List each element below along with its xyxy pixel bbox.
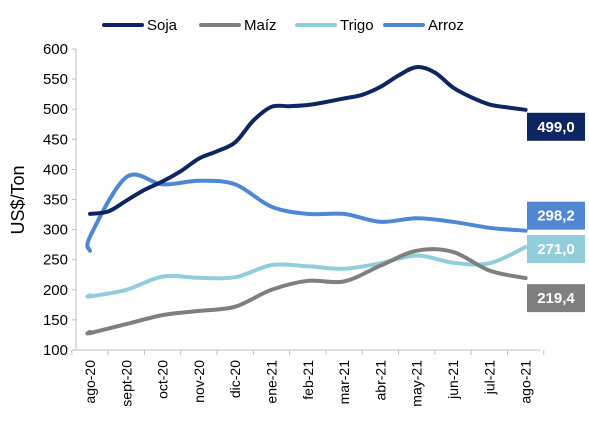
y-tick-label: 500 xyxy=(43,101,68,118)
x-tick-label: jun-21 xyxy=(445,360,461,400)
x-tick-label: ago-20 xyxy=(82,360,98,404)
y-tick-label: 200 xyxy=(43,282,68,299)
series-line-arroz xyxy=(85,172,528,253)
end-label-box xyxy=(527,284,585,313)
y-tick-label: 400 xyxy=(43,161,68,178)
end-label-maíz: 219,4 xyxy=(527,284,585,313)
legend-label: Arroz xyxy=(428,17,464,34)
y-tick-label: 150 xyxy=(43,312,68,329)
end-label-value: 298,2 xyxy=(537,208,575,225)
legend-item: Trigo xyxy=(295,17,374,34)
y-tick-label: 300 xyxy=(43,222,68,239)
legend: Soja Maíz Trigo Arroz xyxy=(102,17,464,34)
end-label-soja: 499,0 xyxy=(527,112,585,141)
end-label-box xyxy=(527,235,585,264)
series-line-trigo xyxy=(85,245,528,299)
y-tick-label: 600 xyxy=(43,41,68,58)
series-line-maíz xyxy=(85,247,528,336)
x-axis: ago-20 sept-20 oct-20 nov-20 dic-20 ene-21 feb… xyxy=(71,349,545,407)
y-tick-label: 550 xyxy=(43,71,68,88)
y-axis-ticks: 100 150 200 250 300 350 400 450 500 550 600 xyxy=(43,41,77,359)
legend-label: Maíz xyxy=(244,17,277,34)
y-tick-label: 250 xyxy=(43,252,68,269)
x-tick-label: abr-21 xyxy=(372,360,388,401)
end-label-arroz: 298,2 xyxy=(527,201,585,230)
end-label-box xyxy=(527,112,585,141)
series-line-soja xyxy=(88,65,528,216)
legend-item: Maíz xyxy=(199,17,277,34)
end-label-value: 271,0 xyxy=(537,241,575,258)
y-tick-label: 450 xyxy=(43,131,68,148)
end-value-labels: 499,0 298,2 271,0 219,4 xyxy=(527,112,585,313)
x-tick-label: oct-20 xyxy=(155,360,171,399)
end-label-box xyxy=(527,201,585,230)
x-tick-label: nov-20 xyxy=(191,360,207,403)
y-tick-label: 350 xyxy=(43,192,68,209)
x-tick-label: ene-21 xyxy=(264,360,280,404)
end-label-value: 499,0 xyxy=(537,119,575,136)
x-tick-label: may-21 xyxy=(409,360,425,407)
y-axis-title: US$/Ton xyxy=(8,165,28,234)
legend-item: Arroz xyxy=(383,17,464,34)
legend-label: Soja xyxy=(147,17,178,34)
x-tick-label: feb-21 xyxy=(300,360,316,400)
x-tick-label: ago-21 xyxy=(518,360,534,404)
x-tick-label: dic-20 xyxy=(227,360,243,398)
legend-item: Soja xyxy=(102,17,178,34)
end-label-trigo: 271,0 xyxy=(527,235,585,264)
x-tick-label: jul-21 xyxy=(481,360,497,395)
series-lines xyxy=(85,65,528,336)
legend-label: Trigo xyxy=(340,17,374,34)
x-tick-label: sept-20 xyxy=(118,360,134,407)
y-tick-label: 100 xyxy=(43,342,68,359)
x-tick-label: mar-21 xyxy=(336,360,352,405)
end-label-value: 219,4 xyxy=(537,290,575,307)
